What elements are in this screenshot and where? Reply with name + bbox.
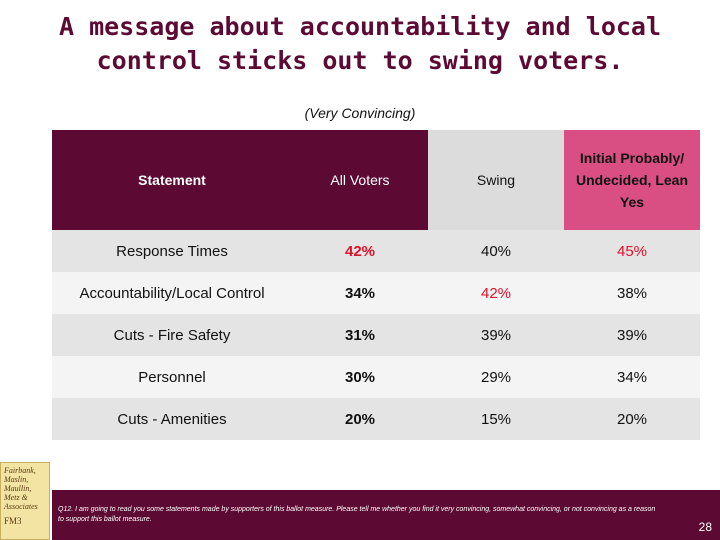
- cell: Accountability/Local Control: [52, 272, 292, 314]
- column-header: Initial Probably/ Undecided, Lean Yes: [564, 130, 700, 230]
- cell: 34%: [292, 272, 428, 314]
- cell: 34%: [564, 356, 700, 398]
- cell: 40%: [428, 230, 564, 272]
- cell: Response Times: [52, 230, 292, 272]
- column-header: All Voters: [292, 130, 428, 230]
- row: Accountability/Local Control 34% 42% 38%: [52, 272, 700, 314]
- cell: 38%: [564, 272, 700, 314]
- cell: Personnel: [52, 356, 292, 398]
- column-header: Swing: [428, 130, 564, 230]
- cell: 39%: [564, 314, 700, 356]
- logo-text: Fairbank, Maslin, Maullin, Metz & Associ…: [4, 466, 38, 511]
- cell: Cuts - Fire Safety: [52, 314, 292, 356]
- logo-mark: FM3: [4, 516, 22, 526]
- page-number: 28: [698, 520, 712, 534]
- subtitle: (Very Convincing): [304, 105, 416, 121]
- cell: 31%: [292, 314, 428, 356]
- logo: Fairbank, Maslin, Maullin, Metz & Associ…: [0, 462, 50, 540]
- column-header: Statement: [52, 130, 292, 230]
- footnote: Q12. I am going to read you some stateme…: [58, 506, 656, 523]
- cell: 30%: [292, 356, 428, 398]
- row: Cuts - Fire Safety 31% 39% 39%: [52, 314, 700, 356]
- row: Personnel 30% 29% 34%: [52, 356, 700, 398]
- cell: 20%: [292, 398, 428, 440]
- cell: 42%: [428, 272, 564, 314]
- title: A message about accountability and local…: [58, 12, 662, 75]
- header-row: Statement All Voters Swing Initial Proba…: [52, 130, 700, 230]
- cell: 39%: [428, 314, 564, 356]
- cell: 20%: [564, 398, 700, 440]
- results-table: Statement All Voters Swing Initial Proba…: [52, 130, 700, 440]
- row: Cuts - Amenities 20% 15% 20%: [52, 398, 700, 440]
- cell: 42%: [292, 230, 428, 272]
- cell: 45%: [564, 230, 700, 272]
- cell: Cuts - Amenities: [52, 398, 292, 440]
- cell: 29%: [428, 356, 564, 398]
- row: Response Times 42% 40% 45%: [52, 230, 700, 272]
- cell: 15%: [428, 398, 564, 440]
- footer-bar: Q12. I am going to read you some stateme…: [52, 490, 720, 540]
